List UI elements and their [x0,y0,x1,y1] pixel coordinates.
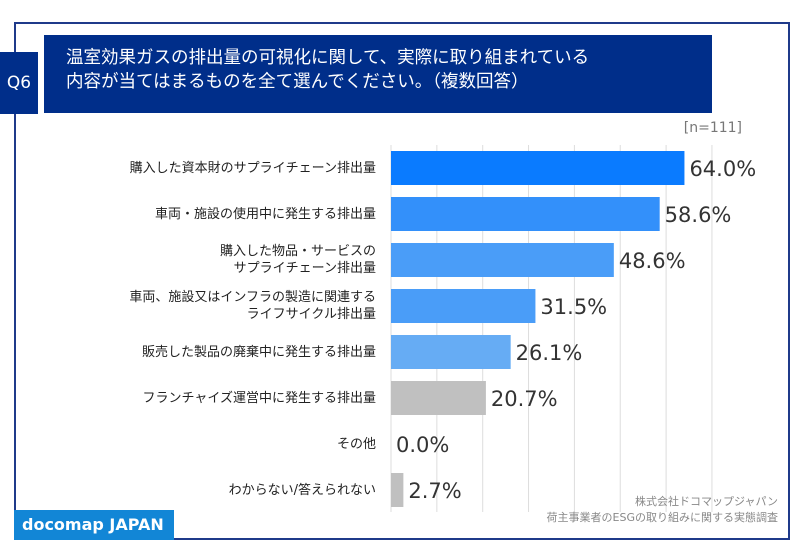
chart-frame [14,22,790,540]
bar [391,289,536,323]
bar [391,197,660,231]
bar [391,473,404,507]
category-label: 車両・施設の使用中に発生する排出量 [154,206,376,222]
category-label: 販売した製品の廃棄中に発生する排出量 [141,344,376,360]
data-label: 26.1% [516,341,583,365]
bar [391,381,486,415]
category-label: 車両、施設又はインフラの製造に関連する ライフサイクル排出量 [129,290,376,322]
data-label: 31.5% [540,295,607,319]
category-label: その他 [336,436,376,452]
bar [391,243,614,277]
data-label: 2.7% [408,479,461,503]
data-label: 48.6% [619,249,686,273]
bar [391,151,685,185]
category-label: 購入した資本財のサプライチェーン排出量 [129,160,376,176]
data-label: 64.0% [689,157,756,181]
source-company: 株式会社ドコマップジャパン [635,495,778,508]
bar [391,335,511,369]
question-title: 温室効果ガスの排出量の可視化に関して、実際に取り組まれている 内容が当てはまるも… [44,35,712,113]
category-label: わからない/答えられない [228,482,376,498]
docomap-logo: docomap JAPAN [14,510,174,540]
data-label: 0.0% [396,433,449,457]
source-note: 株式会社ドコマップジャパン荷主事業者のESGの取り組みに関する実態調査 [547,494,778,526]
data-label: 20.7% [491,387,558,411]
data-label: 58.6% [665,203,732,227]
source-survey: 荷主事業者のESGの取り組みに関する実態調査 [546,511,778,524]
category-label: 購入した物品・サービスの サプライチェーン排出量 [219,244,376,276]
question-number: Q6 [0,52,38,114]
sample-size: [n=111] [683,120,742,136]
category-label: フランチャイズ運営中に発生する排出量 [142,390,376,406]
